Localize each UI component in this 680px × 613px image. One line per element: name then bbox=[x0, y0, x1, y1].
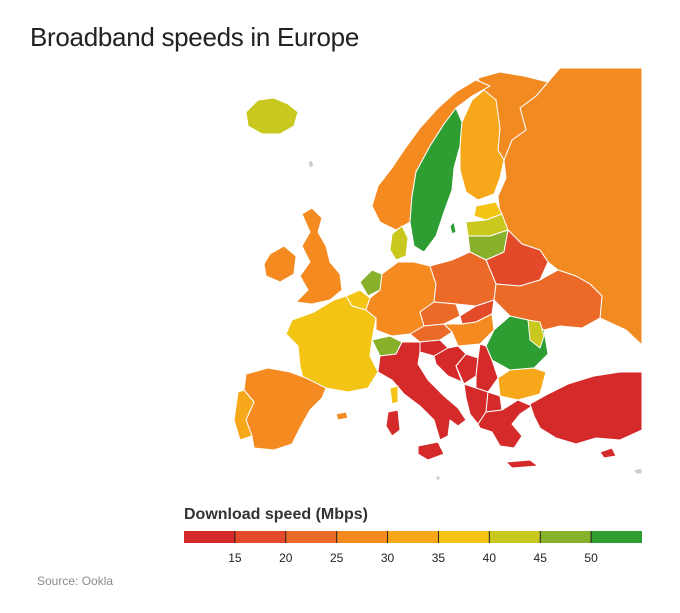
island-balearic bbox=[335, 411, 349, 421]
legend-tick-label: 20 bbox=[279, 551, 293, 565]
country-ireland bbox=[263, 245, 297, 283]
legend-band bbox=[489, 531, 541, 543]
country-sardinia bbox=[385, 409, 401, 437]
country-iceland bbox=[245, 97, 299, 135]
island-faroe bbox=[307, 159, 315, 169]
legend-band bbox=[387, 531, 439, 543]
country-finland bbox=[459, 89, 505, 201]
legend-band bbox=[540, 531, 592, 543]
legend-tick-label: 45 bbox=[534, 551, 548, 565]
legend-title: Download speed (Mbps) bbox=[184, 506, 368, 523]
legend-band bbox=[285, 531, 338, 543]
island-gotland bbox=[449, 221, 457, 235]
legend-tick-label: 30 bbox=[381, 551, 395, 565]
legend-scale: 15 20 25 30 35 40 45 50 bbox=[184, 531, 642, 565]
country-denmark bbox=[389, 225, 409, 261]
legend-band bbox=[591, 531, 642, 543]
country-corsica bbox=[389, 385, 399, 405]
country-sweden bbox=[409, 107, 463, 253]
country-crete bbox=[505, 459, 539, 469]
legend-tick-label: 35 bbox=[432, 551, 446, 565]
country-italy bbox=[377, 341, 467, 441]
country-turkey bbox=[529, 371, 643, 445]
country-sicily bbox=[417, 441, 445, 461]
legend-band bbox=[184, 531, 236, 543]
legend-tick-label: 50 bbox=[584, 551, 598, 565]
legend-band bbox=[234, 531, 287, 543]
legend-tick-label: 25 bbox=[330, 551, 344, 565]
legend-tick-label: 15 bbox=[228, 551, 242, 565]
map-title: Broadband speeds in Europe bbox=[30, 22, 360, 52]
legend-tick-label: 40 bbox=[483, 551, 497, 565]
legend-band bbox=[336, 531, 389, 543]
country-uk bbox=[295, 207, 343, 305]
country-poland bbox=[429, 251, 497, 307]
legend-band bbox=[438, 531, 490, 543]
country-portugal bbox=[233, 389, 255, 441]
island-svalbard-edge bbox=[633, 467, 643, 475]
source-note: Source: Ookla bbox=[37, 574, 114, 588]
country-france bbox=[285, 295, 379, 393]
country-moldova bbox=[527, 319, 545, 349]
island-malta bbox=[435, 475, 441, 481]
country-cyprus bbox=[599, 447, 617, 459]
country-greece bbox=[477, 399, 533, 449]
country-bulgaria bbox=[497, 367, 547, 401]
